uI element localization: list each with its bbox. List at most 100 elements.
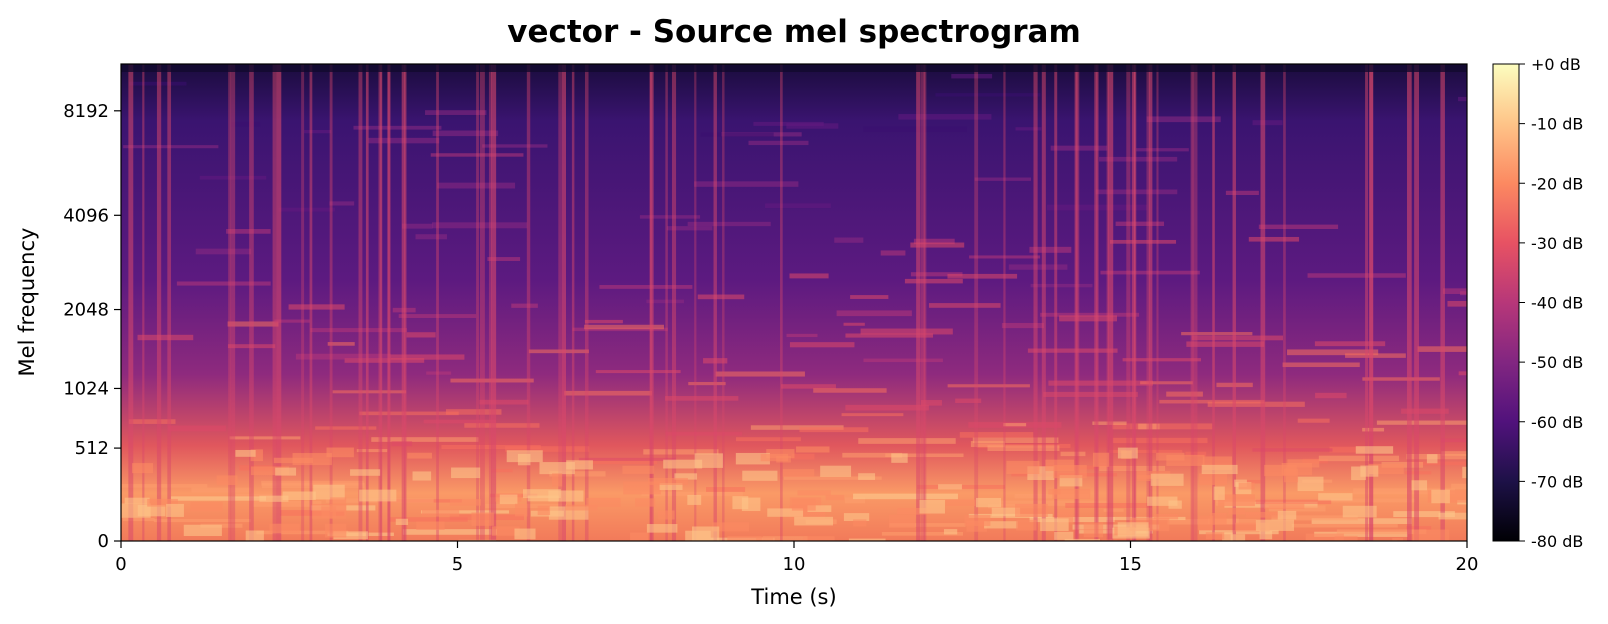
spectrogram-streak [889, 523, 966, 527]
spectrogram-low-band [663, 459, 703, 469]
spectrogram-low-band [350, 469, 381, 476]
spectrogram-streak [1014, 494, 1090, 499]
spectrogram-streak [1345, 353, 1406, 358]
spectrogram-streak [1314, 531, 1408, 537]
spectrogram-streak [1248, 236, 1300, 242]
spectrogram-top-band [121, 64, 1467, 72]
spectrogram-low-band [586, 497, 621, 508]
spectrogram-streak [841, 413, 904, 417]
spectrogram-streak [1098, 156, 1178, 162]
spectrogram-low-band [1117, 447, 1138, 459]
spectrogram-streak [910, 242, 965, 248]
spectrogram-low-band [858, 473, 876, 480]
spectrogram-low-band [1117, 522, 1149, 537]
spectrogram-streak [1440, 438, 1467, 443]
spectrogram-streak [584, 319, 623, 324]
spectrogram-low-band [919, 499, 945, 514]
y-tick-label: 2048 [63, 300, 109, 321]
spectrogram-low-band [245, 530, 264, 541]
spectrogram-streak [371, 437, 479, 442]
spectrogram-streak [904, 278, 963, 284]
spectrogram-onset [526, 64, 531, 541]
spectrogram-low-band [976, 497, 1002, 508]
spectrogram-streak [1458, 371, 1467, 376]
x-axis: 0 5 10 15 20 [115, 541, 1478, 575]
spectrogram-streak [845, 333, 934, 338]
spectrogram-streak [1166, 391, 1203, 397]
spectrogram-onset [584, 64, 589, 541]
spectrogram-onset [671, 64, 677, 541]
spectrogram-streak [959, 432, 1034, 438]
spectrogram-low-band [687, 494, 702, 505]
spectrogram-onset [1054, 64, 1058, 541]
spectrogram-streak [253, 500, 322, 507]
spectrogram-streak [920, 400, 942, 406]
spectrogram-streak [646, 299, 684, 304]
spectrogram-streak [1236, 479, 1261, 484]
spectrogram-streak [665, 396, 739, 401]
spectrogram-streak [274, 319, 310, 323]
spectrogram-low-band [1213, 486, 1225, 500]
spectrogram-streak [1307, 273, 1406, 278]
spectrogram-streak [487, 257, 521, 261]
spectrogram-low-band [235, 449, 256, 457]
spectrogram-streak [1122, 358, 1202, 362]
spectrogram-low-band [566, 460, 593, 470]
spectrogram-low-band [1052, 488, 1091, 499]
colorbar-tick-label: +0 dB [1531, 55, 1581, 74]
spectrogram-low-band [843, 513, 870, 522]
colorbar-axis: +0 dB -10 dB -20 dB -30 dB -40 dB -50 dB -60 d… [1519, 55, 1583, 551]
spectrogram-onset [387, 64, 390, 541]
spectrogram-low-band [1153, 513, 1179, 520]
spectrogram-low-band [273, 457, 313, 464]
spectrogram-streak [970, 441, 1005, 448]
y-tick-label: 1024 [63, 378, 109, 399]
spectrogram-low-band [1006, 460, 1040, 475]
spectrogram-streak [765, 203, 831, 209]
spectrogram-low-band [1150, 473, 1184, 486]
spectrogram-streak [1003, 423, 1027, 427]
spectrogram-streak [479, 399, 529, 405]
spectrogram-low-band [527, 495, 559, 502]
plot-area [121, 64, 1467, 541]
spectrogram-onset [230, 64, 236, 541]
spectrogram-low-band [471, 512, 494, 526]
spectrogram-low-band [630, 532, 649, 541]
spectrogram-streak [511, 303, 538, 308]
spectrogram-onset [558, 64, 562, 541]
spectrogram-streak [1297, 418, 1330, 423]
spectrogram-streak [955, 398, 982, 403]
spectrogram-streak [199, 175, 267, 180]
spectrogram-streak [288, 304, 345, 310]
spectrogram-onset [156, 64, 162, 541]
spectrogram-onset [380, 64, 383, 541]
spectrogram-streak [402, 529, 497, 535]
spectrogram-streak [1048, 380, 1153, 386]
spectrogram-low-band [250, 449, 263, 462]
spectrogram-streak [845, 404, 929, 411]
spectrogram-streak [1112, 437, 1208, 444]
spectrogram-streak [750, 425, 844, 430]
spectrogram-streak [641, 491, 743, 496]
spectrogram-streak [344, 358, 425, 363]
colorbar-tick-label: -40 dB [1531, 294, 1583, 313]
spectrogram-streak [786, 333, 818, 338]
spectrogram-streak [1186, 341, 1265, 347]
spectrogram-streak [1447, 301, 1467, 307]
spectrogram-low-band [1392, 538, 1404, 541]
spectrogram-low-band [803, 536, 835, 541]
spectrogram-streak [445, 409, 502, 415]
spectrogram-low-band [407, 452, 432, 459]
spectrogram-streak [969, 255, 1041, 259]
spectrogram-streak [599, 285, 693, 289]
spectrogram-streak [1458, 96, 1467, 102]
spectrogram-low-band [897, 508, 931, 515]
spectrogram-low-band [275, 467, 297, 476]
spectrogram-onset [1148, 64, 1153, 541]
spectrogram-low-band [216, 475, 238, 486]
spectrogram-low-band [1101, 539, 1118, 541]
spectrogram-streak [1315, 392, 1347, 399]
x-tick-label: 20 [1456, 554, 1479, 575]
spectrogram-streak [1181, 332, 1253, 336]
